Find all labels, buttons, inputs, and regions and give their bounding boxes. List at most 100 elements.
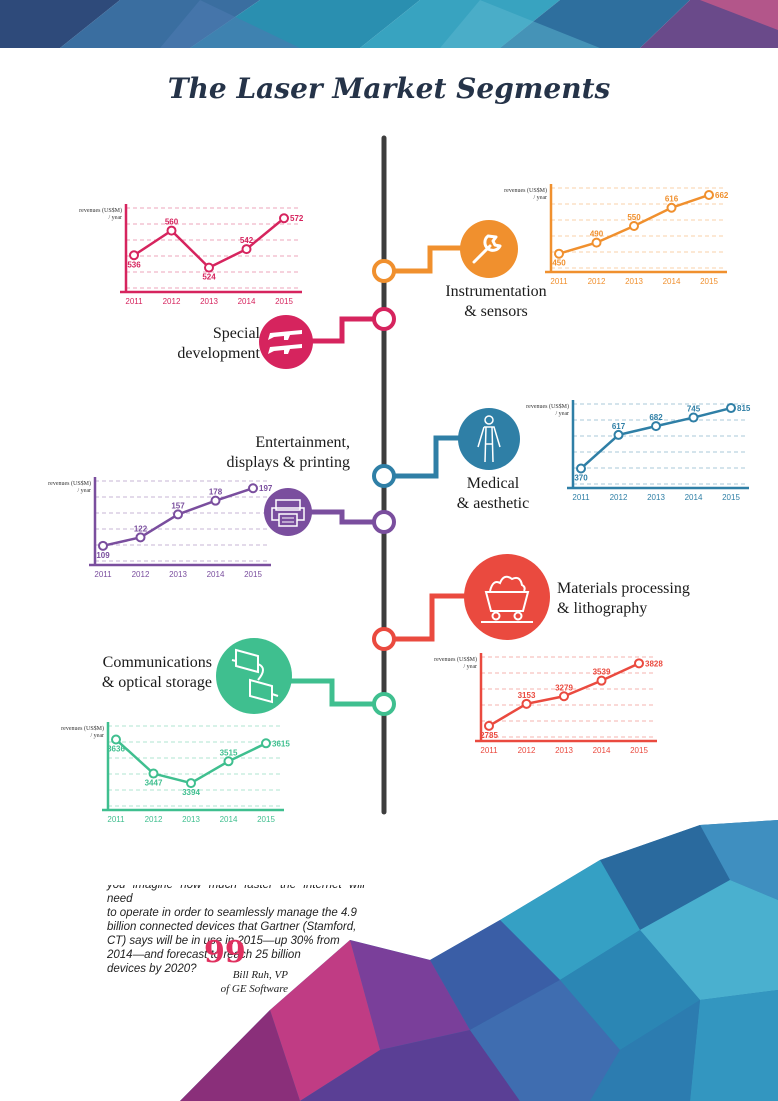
special-node: [372, 307, 396, 331]
top-banner-background: [0, 0, 778, 48]
data-label: 450: [552, 259, 566, 268]
x-tick-label: 2011: [107, 815, 125, 824]
x-tick-label: 2012: [145, 815, 163, 824]
data-point: [204, 262, 214, 273]
chart-svg: revenues (US$M)/ year 2011 2012 2013 2014 201…: [434, 653, 663, 755]
x-tick-label: 2012: [163, 297, 181, 306]
x-tick-label: 2014: [238, 297, 256, 306]
y-axis-label: revenues (US$M): [79, 207, 122, 214]
data-point: [726, 403, 736, 414]
communications-revenue-chart: revenues (US$M) / year 2011 2012 2013 2014 201…: [60, 718, 290, 828]
communications-node: [372, 692, 396, 716]
data-label: 616: [665, 195, 679, 204]
data-point: [591, 237, 602, 248]
label-materials: Materials processing & lithography: [557, 580, 690, 617]
x-tick-label: 2015: [630, 746, 648, 755]
x-tick-label: 2013: [200, 297, 218, 306]
chart-svg: revenues (US$M)/ year 2011 2012 2013 2014 201…: [504, 184, 729, 286]
x-tick-label: 2012: [132, 570, 150, 579]
data-label: 560: [165, 218, 179, 227]
x-tick-label: 2014: [593, 746, 611, 755]
data-label: 3615: [272, 739, 290, 748]
x-tick-label: 2013: [555, 746, 573, 755]
instrumentation-connector: [395, 245, 470, 274]
y-axis-label-unit: / year: [91, 733, 105, 739]
data-label: 3447: [145, 779, 163, 788]
x-tick-label: 2013: [169, 570, 187, 579]
data-point: [186, 778, 196, 789]
medical-connector: [395, 435, 462, 479]
data-point: [484, 720, 494, 731]
materials-node: [372, 627, 396, 651]
y-axis-label-unit: / year: [78, 488, 92, 494]
entertainment-node: [372, 510, 396, 534]
data-point: [613, 429, 624, 440]
fiber-connector-icon: [216, 638, 292, 714]
communications-connector: [290, 678, 373, 707]
x-tick-label: 2011: [550, 277, 568, 286]
data-label: 745: [687, 405, 701, 414]
data-label: 490: [590, 230, 604, 239]
data-label: 109: [96, 551, 110, 560]
data-point: [111, 734, 121, 745]
label-instrumentation: Instrumentation & sensors: [445, 283, 547, 320]
data-point: [559, 691, 569, 702]
label-medical: Medical & aesthetic: [456, 475, 530, 512]
quote-text: you imagine how much faster the internet…: [107, 879, 365, 975]
data-label: 536: [127, 260, 141, 269]
data-point: [651, 421, 661, 432]
data-label: 178: [209, 488, 223, 497]
y-axis-label-unit: / year: [556, 411, 570, 417]
data-label: 3153: [518, 691, 536, 700]
data-label: 572: [290, 214, 304, 223]
data-label: 617: [612, 422, 626, 431]
data-point: [554, 248, 564, 259]
data-point: [248, 483, 258, 494]
chart-svg: revenues (US$M)/ year 2011 2012 2013 2014 201…: [79, 204, 304, 306]
y-axis-label: revenues (US$M): [434, 656, 477, 663]
data-point: [223, 756, 234, 767]
chart-svg: revenues (US$M)/ year 2011 2012 2013 2014 201…: [48, 477, 273, 579]
data-label: 815: [737, 404, 751, 413]
x-tick-label: 2014: [220, 815, 238, 824]
data-label: 2785: [480, 731, 498, 740]
y-axis-label: revenues (US$M): [526, 403, 569, 410]
x-tick-label: 2013: [647, 493, 665, 502]
x-tick-label: 2014: [663, 277, 681, 286]
label-special-development: Special development: [177, 325, 260, 362]
label-communications: Communications & optical storage: [101, 654, 212, 691]
instrumentation-node: [372, 259, 396, 283]
x-tick-label: 2011: [480, 746, 498, 755]
series-line: [115, 738, 267, 785]
data-point: [666, 202, 677, 213]
data-label: 197: [259, 484, 273, 493]
data-point: [173, 509, 183, 520]
instrumentation-revenue-chart: revenues (US$M) / year 2011 2012 2013 2014 201…: [503, 180, 729, 290]
data-point: [166, 225, 177, 236]
closing-quote-mark: 99: [204, 935, 246, 970]
x-tick-label: 2015: [244, 570, 262, 579]
data-point: [241, 244, 252, 255]
human-body-icon: [458, 408, 520, 470]
medical-revenue-chart: revenues (US$M) / year 2011 2012 2013 2014 201…: [525, 396, 751, 506]
y-axis-label-unit: / year: [534, 195, 548, 201]
chart-svg: revenues (US$M)/ year 2011 2012 2013 2014 201…: [61, 722, 290, 824]
quote-cropped-top: [107, 878, 367, 885]
y-axis-label-unit: / year: [109, 215, 123, 221]
data-point: [629, 221, 639, 231]
entertainment-connector: [310, 509, 373, 525]
data-label: 682: [649, 413, 663, 422]
series-line: [133, 217, 285, 270]
label-entertainment: Entertainment, displays & printing: [226, 434, 350, 471]
rifles-icon: [259, 315, 313, 369]
data-label: 550: [627, 213, 641, 222]
data-point: [129, 250, 139, 261]
y-axis-label: revenues (US$M): [48, 480, 91, 487]
data-point: [704, 189, 714, 200]
x-tick-label: 2015: [257, 815, 275, 824]
x-tick-label: 2014: [207, 570, 225, 579]
quote-attribution: Bill Ruh, VP of GE Software: [220, 969, 288, 995]
data-label: 3828: [645, 659, 663, 668]
x-tick-label: 2011: [94, 570, 112, 579]
materials-connector: [395, 593, 470, 642]
